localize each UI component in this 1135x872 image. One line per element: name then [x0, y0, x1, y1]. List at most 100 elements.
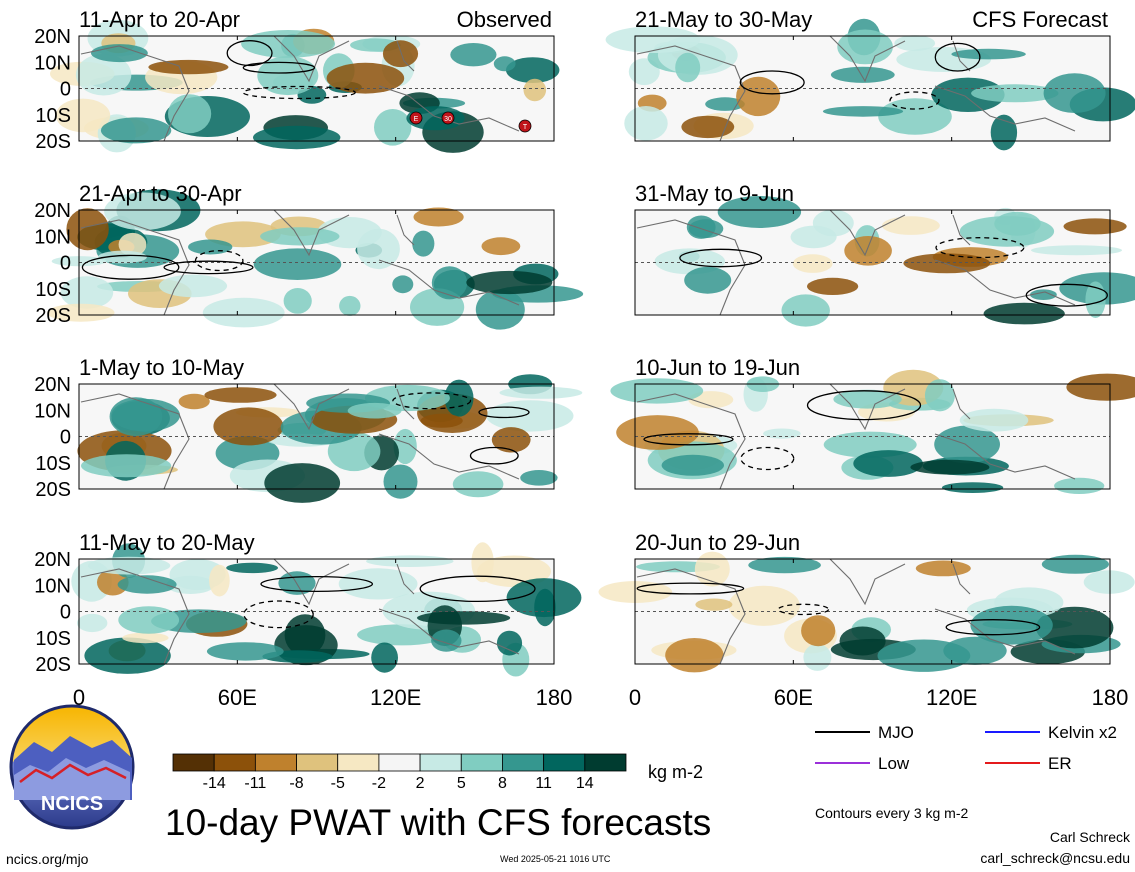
x-tick-label: 0 — [629, 685, 641, 710]
anomaly-blob — [104, 192, 181, 231]
mjo-contours — [81, 250, 254, 280]
panel-period-title: 1-May to 10-May — [79, 355, 244, 380]
anomaly-blob — [60, 276, 114, 309]
storm-label: 30 — [444, 116, 452, 123]
coastline-philippines — [952, 214, 971, 246]
y-tick-label: 20S — [35, 479, 71, 501]
colorbar-label: -11 — [244, 775, 266, 792]
anomaly-blob — [684, 266, 732, 294]
coastline-maritime — [378, 433, 520, 480]
coastline-asia — [273, 558, 350, 606]
anomaly-blob — [924, 379, 955, 412]
legend-item: MJO — [815, 723, 914, 742]
panel-period-title: 21-Apr to 30-Apr — [79, 181, 242, 206]
panel-frame — [78, 209, 555, 316]
anomaly-blob — [934, 425, 1000, 464]
storm-marker: E — [409, 111, 423, 125]
anomaly-blob — [931, 77, 1005, 113]
anomaly-blob — [728, 585, 800, 626]
panel-frame — [634, 35, 1111, 142]
figure-title: 10-day PWAT with CFS forecasts — [165, 802, 711, 843]
anomaly-blob — [1054, 477, 1105, 494]
colorbar-label: 5 — [457, 775, 466, 792]
x-tick-label: 120E — [926, 685, 977, 710]
anomaly-blob — [1063, 218, 1127, 235]
anomaly-blob — [792, 254, 833, 273]
anomaly-blob — [84, 637, 171, 674]
anomaly-blob — [748, 556, 821, 574]
anomaly-blob — [959, 408, 1029, 432]
coastline-africa — [80, 568, 190, 665]
coastline-philippines — [396, 563, 415, 595]
mjo-contour — [935, 237, 1025, 259]
anomaly-blob — [81, 454, 172, 478]
storm-label: E — [414, 116, 419, 123]
anomaly-blob — [878, 98, 952, 135]
anomaly-blob — [431, 629, 462, 652]
y-tick-label: 10N — [34, 52, 71, 74]
panel-period-title: 10-Jun to 19-Jun — [635, 355, 800, 380]
mjo-contour — [242, 61, 316, 74]
mjo-contour — [679, 248, 763, 268]
author-name: Carl Schreck — [1050, 829, 1131, 845]
colorbar-label: -5 — [331, 775, 345, 792]
x-tick-label: 180 — [536, 685, 573, 710]
website-link[interactable]: ncics.org/mjo — [6, 851, 89, 867]
panel-period-title: 11-Apr to 20-Apr — [79, 7, 240, 32]
x-tick-label: 60E — [774, 685, 813, 710]
coastline-africa — [80, 393, 190, 490]
y-tick-label: 20N — [34, 200, 71, 222]
coastline-icon — [636, 209, 1076, 316]
panel-6: 10-Jun to 19-Jun — [610, 355, 1135, 494]
y-tick-label: 20S — [35, 305, 71, 327]
anomaly-blob — [118, 232, 147, 257]
anomaly-blob — [204, 387, 277, 403]
anomaly-blob — [47, 303, 115, 322]
anomaly-blob — [493, 56, 516, 72]
anomaly-blob — [209, 564, 230, 597]
anomaly-blob — [499, 386, 583, 399]
mjo-contours — [643, 390, 922, 471]
anomaly-blob — [665, 638, 724, 673]
mjo-contours — [679, 237, 1108, 307]
anomaly-blob — [450, 43, 497, 67]
coastline-icon — [636, 558, 1076, 665]
coastline-icon — [636, 383, 1076, 490]
coastline-philippines — [396, 388, 415, 420]
y-tick-label: 0 — [60, 602, 71, 624]
panel-4: 21-May to 30-May CFS Forecast — [605, 7, 1135, 151]
anomaly-blob — [970, 605, 1053, 645]
anomaly-blob — [853, 450, 923, 477]
legend-label: Low — [878, 754, 910, 773]
coastline-maritime — [934, 433, 1076, 480]
colorbar-swatch — [254, 753, 297, 772]
legend-item: Low — [815, 754, 910, 773]
anomaly-blob — [66, 208, 109, 251]
panel-frame — [634, 558, 1111, 665]
pwat-anomaly-field — [47, 189, 584, 330]
anomaly-blob — [420, 413, 463, 428]
column-header: CFS Forecast — [972, 7, 1108, 32]
anomaly-blob — [681, 115, 735, 139]
storm-marker: T — [518, 119, 532, 133]
coastline-icon — [636, 35, 1076, 142]
panel-3: 11-May to 20-May — [71, 530, 582, 677]
mjo-contour — [243, 600, 314, 629]
pwat-anomaly-field — [71, 542, 582, 677]
coastline-asia — [273, 383, 350, 431]
anomaly-blob — [55, 98, 111, 133]
coastline-philippines — [952, 388, 971, 420]
map-panels: E 30 T 11-Apr to 20-Apr Observed 21-Apr to 30… — [47, 7, 1135, 677]
anomaly-blob — [158, 274, 228, 298]
mjo-contour — [934, 42, 981, 72]
y-tick-label: 10S — [35, 453, 71, 475]
anomaly-blob — [971, 84, 1059, 103]
anomaly-blob — [610, 378, 704, 404]
mjo-contours — [636, 582, 1041, 636]
mjo-contour — [226, 40, 273, 67]
anomaly-blob — [506, 57, 560, 83]
author-email: carl_schreck@ncsu.edu — [980, 850, 1130, 866]
anomaly-blob — [241, 30, 336, 58]
x-tick-label: 60E — [218, 685, 257, 710]
